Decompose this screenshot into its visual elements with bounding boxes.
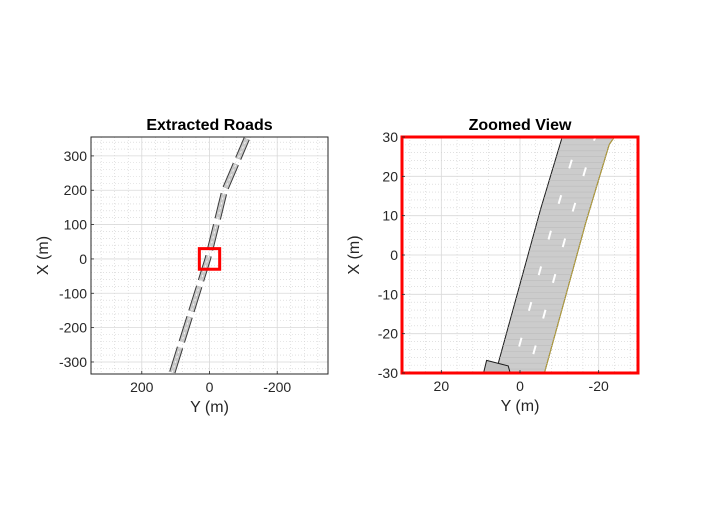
zoomed-view-y-ticks: -30 -20 -10 0 10 20 30: [378, 129, 405, 381]
y-tick-label: -30: [378, 365, 398, 381]
road-surface: [170, 137, 249, 373]
zoomed-view-x-ticks: 20 0 -20: [434, 370, 609, 394]
road-edge-line: [543, 137, 615, 373]
y-tick-label: 0: [79, 251, 87, 267]
extracted-roads-grid: [91, 137, 328, 374]
connecting-road: [483, 359, 511, 373]
zoomed-view-y-label: X (m): [346, 235, 363, 274]
zoom-region-box: [197, 247, 222, 271]
y-tick-label: 0: [390, 247, 398, 263]
extracted-roads-title: Extracted Roads: [146, 117, 272, 134]
y-tick-label: 10: [382, 208, 398, 224]
x-tick-label: -200: [263, 379, 291, 395]
extracted-roads-x-ticks: 200 0 -200: [130, 371, 291, 395]
extracted-roads-x-label: Y (m): [190, 399, 229, 416]
y-tick-label: -10: [378, 286, 398, 302]
y-tick-label: 100: [64, 217, 88, 233]
x-tick-label: -20: [589, 378, 609, 394]
y-tick-label: -300: [59, 354, 87, 370]
x-tick-label: 20: [434, 378, 450, 394]
y-tick-label: 300: [64, 148, 88, 164]
extracted-roads-axes: 200 0 -200 -300 -200 -100 0 100 200 300 Extracte…: [35, 117, 329, 416]
extracted-roads-y-ticks: -300 -200 -100 0 100 200 300: [59, 148, 94, 370]
extracted-roads-y-label: X (m): [35, 236, 52, 275]
y-tick-label: -20: [378, 326, 398, 342]
zoomed-view-axes: 20 0 -20 -30 -20 -10 0 10 20 30 Zoomed View Y (m…: [346, 117, 640, 415]
y-tick-label: 20: [382, 168, 398, 184]
zoomed-view-x-label: Y (m): [501, 398, 540, 415]
extracted-roads-road: [169, 137, 250, 374]
y-tick-label: -200: [59, 320, 87, 336]
zoomed-view-title: Zoomed View: [469, 117, 572, 134]
x-tick-label: 0: [516, 378, 524, 394]
y-tick-label: 30: [382, 129, 398, 145]
y-tick-label: 200: [64, 182, 88, 198]
x-tick-label: 200: [130, 379, 154, 395]
x-tick-label: 0: [206, 379, 214, 395]
y-tick-label: -100: [59, 285, 87, 301]
